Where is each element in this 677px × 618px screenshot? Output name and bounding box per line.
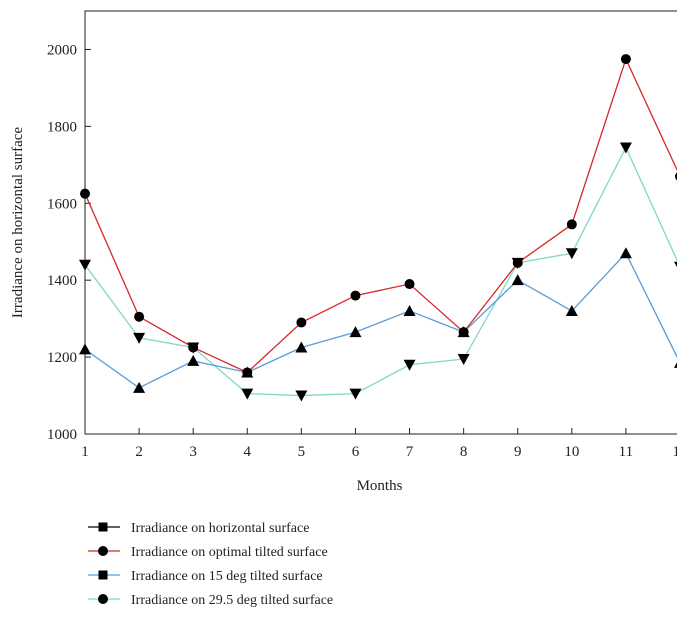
data-point-series-2 <box>242 367 253 378</box>
data-point-series-3 <box>133 381 146 393</box>
y-tick-label: 1600 <box>47 196 77 212</box>
data-point-series-3 <box>511 274 524 286</box>
data-point-series-3 <box>674 362 677 368</box>
data-point-series-4 <box>295 390 308 402</box>
data-point-series-2 <box>404 279 415 290</box>
plot-frame <box>84 10 677 435</box>
data-point-series-2 <box>188 342 199 353</box>
legend-entry-label: Irradiance on 29.5 deg tilted surface <box>131 593 333 608</box>
x-tick-label: 9 <box>514 444 522 460</box>
legend: Irradiance on horizontal surface Irradian… <box>88 521 333 608</box>
data-point-series-3 <box>403 304 416 316</box>
data-point-series-4 <box>619 142 632 154</box>
x-tick-label: 10 <box>564 444 579 460</box>
series-layer <box>84 57 677 397</box>
data-point-series-2 <box>296 317 307 328</box>
series-line-4 <box>84 146 677 397</box>
data-point-series-4 <box>133 332 146 344</box>
legend-marker-square <box>98 522 108 532</box>
data-point-series-4 <box>565 248 578 260</box>
series-line-3 <box>84 252 677 389</box>
data-point-series-3 <box>79 343 91 355</box>
data-point-series-3 <box>619 247 632 259</box>
data-point-series-2 <box>80 188 90 199</box>
data-point-series-4 <box>457 354 470 366</box>
y-tick-label: 1000 <box>47 427 77 443</box>
legend-marker-square <box>98 570 108 580</box>
data-point-series-3 <box>349 326 362 338</box>
marker-layer <box>79 54 677 402</box>
plot-area <box>84 10 677 435</box>
data-point-series-2 <box>620 54 631 65</box>
x-tick-label: 11 <box>619 444 633 460</box>
y-tick-label: 1200 <box>47 350 77 366</box>
legend-entry-label: Irradiance on 15 deg tilted surface <box>131 569 323 584</box>
legend-entry-label: Irradiance on horizontal surface <box>131 521 309 536</box>
legend-marker-circle <box>98 546 108 556</box>
data-point-series-3 <box>565 304 578 316</box>
x-tick-label: 4 <box>244 444 252 460</box>
y-tick-label: 2000 <box>47 42 77 58</box>
data-point-series-3 <box>187 354 200 366</box>
data-point-series-4 <box>349 388 362 400</box>
data-point-series-2 <box>458 327 469 338</box>
series-line-2 <box>84 57 677 374</box>
x-tick-label: 6 <box>352 444 360 460</box>
data-point-series-2 <box>350 290 361 301</box>
data-point-series-4 <box>241 388 254 400</box>
legend-marker-circle <box>98 594 108 604</box>
x-tick-label: 7 <box>406 444 414 460</box>
y-tick-label: 1800 <box>47 119 77 135</box>
data-point-series-2 <box>566 219 577 230</box>
data-point-series-2 <box>512 257 523 268</box>
x-tick-label: 8 <box>460 444 468 460</box>
data-point-series-3 <box>295 341 308 353</box>
x-tick-label: 1 <box>81 444 89 460</box>
data-point-series-2 <box>134 311 145 322</box>
x-tick-label: 3 <box>189 444 197 460</box>
axes: 100012001400160018002000123456789101112 <box>47 42 677 460</box>
data-point-series-4 <box>403 359 416 371</box>
data-point-series-4 <box>79 259 91 271</box>
x-tick-label: 12 <box>673 444 677 460</box>
legend-entry-label: Irradiance on optimal tilted surface <box>131 545 328 560</box>
y-axis-label: Irradiance on horizontal surface <box>10 127 26 318</box>
x-axis-label: Months <box>357 478 403 494</box>
y-tick-label: 1400 <box>47 273 77 289</box>
x-tick-label: 2 <box>135 444 143 460</box>
data-point-series-4 <box>674 261 677 268</box>
x-tick-label: 5 <box>298 444 306 460</box>
